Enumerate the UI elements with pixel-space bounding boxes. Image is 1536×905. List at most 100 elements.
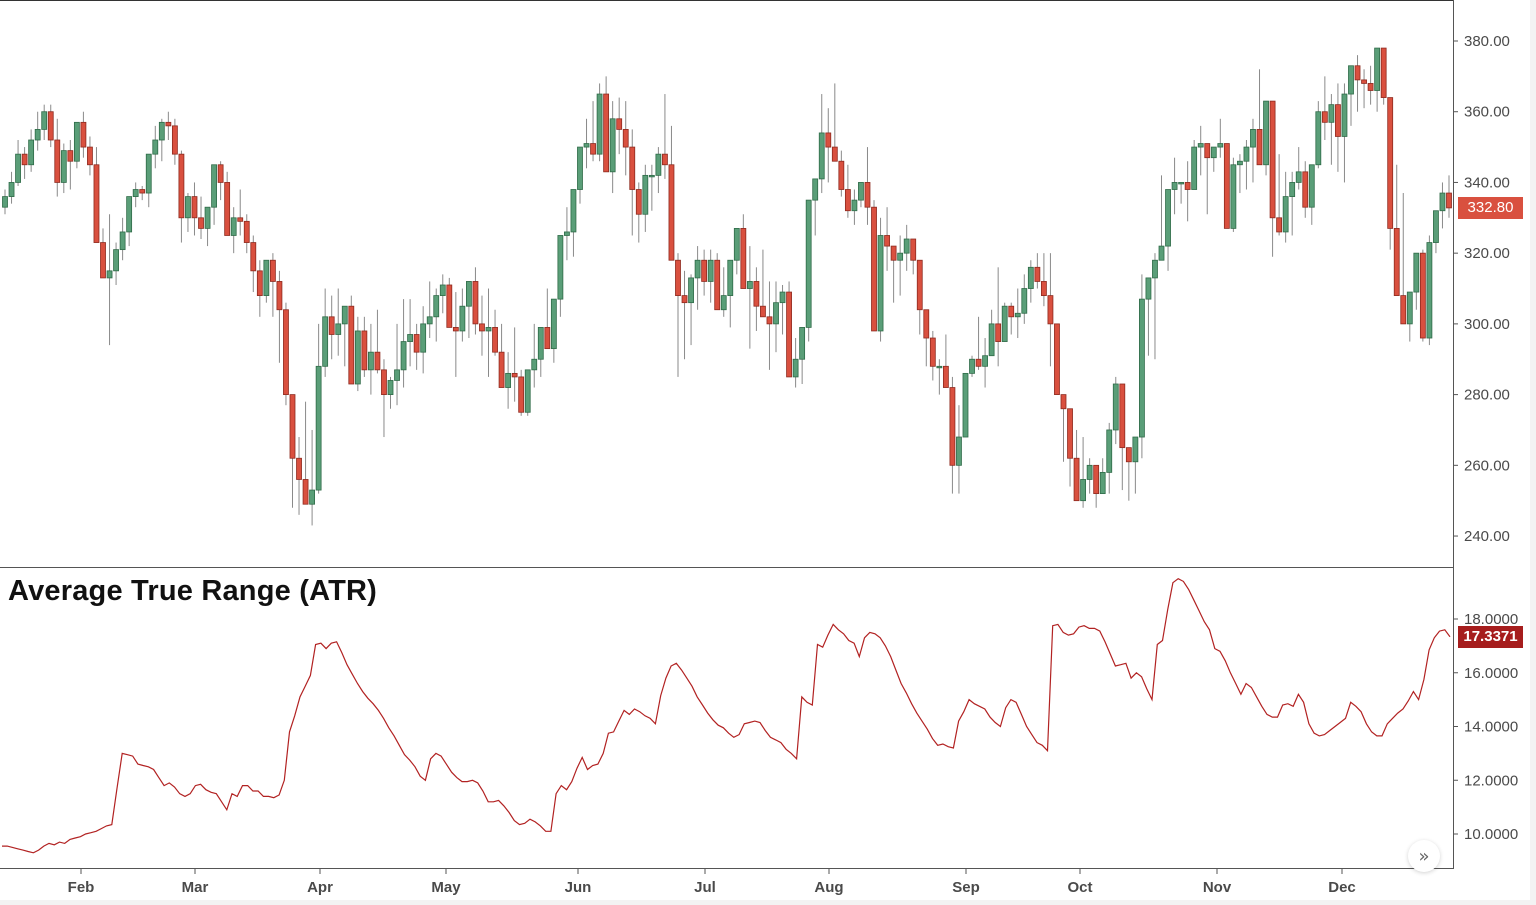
candle[interactable] (818, 132, 825, 180)
candle[interactable] (361, 330, 368, 371)
candle[interactable] (773, 302, 779, 325)
candle[interactable] (341, 305, 348, 325)
candle[interactable] (1119, 383, 1126, 449)
candle[interactable] (1263, 100, 1269, 166)
candle[interactable] (1295, 171, 1302, 183)
candle[interactable] (328, 316, 335, 335)
candle[interactable] (1204, 143, 1211, 159)
candle[interactable] (1210, 146, 1217, 159)
candle[interactable] (302, 479, 309, 505)
candle[interactable] (165, 121, 172, 127)
candle[interactable] (211, 164, 217, 208)
candle[interactable] (1269, 100, 1276, 219)
candle[interactable] (119, 231, 126, 251)
candle[interactable] (812, 178, 819, 201)
candle[interactable] (1348, 65, 1354, 95)
candle[interactable] (237, 217, 244, 222)
candle[interactable] (975, 358, 982, 367)
candle[interactable] (335, 323, 342, 335)
candle[interactable] (590, 143, 596, 155)
candle[interactable] (446, 284, 453, 328)
candle[interactable] (1413, 252, 1420, 293)
candle[interactable] (1321, 111, 1328, 123)
candle[interactable] (1419, 252, 1426, 339)
candle[interactable] (185, 196, 191, 219)
candle[interactable] (714, 259, 721, 311)
candle[interactable] (1230, 164, 1237, 229)
candle[interactable] (381, 369, 387, 395)
candle[interactable] (472, 281, 479, 325)
candle[interactable] (858, 182, 864, 201)
candle[interactable] (21, 153, 28, 166)
candle[interactable] (93, 164, 100, 243)
candle[interactable] (1315, 111, 1322, 166)
candle[interactable] (394, 369, 400, 381)
scroll-to-latest-button[interactable]: » (1408, 840, 1440, 872)
price-axis[interactable]: 380.00 360.00 340.00 320.00 300.00 280.00 260.… (1453, 33, 1510, 545)
candle[interactable] (799, 327, 806, 360)
candle[interactable] (897, 252, 904, 261)
candle[interactable] (1171, 182, 1178, 190)
candle[interactable] (1145, 277, 1152, 300)
candle[interactable] (1112, 383, 1119, 431)
candle[interactable] (884, 235, 890, 247)
candle[interactable] (439, 284, 446, 296)
candle[interactable] (746, 281, 753, 289)
candle[interactable] (995, 323, 1002, 342)
candle[interactable] (41, 111, 48, 130)
candle[interactable] (956, 436, 962, 466)
candle[interactable] (1308, 164, 1315, 208)
candle[interactable] (596, 93, 603, 155)
candle[interactable] (459, 305, 466, 332)
candle[interactable] (1093, 464, 1100, 495)
candle[interactable] (518, 376, 525, 413)
candle[interactable] (753, 281, 760, 307)
candle[interactable] (230, 217, 237, 236)
candle[interactable] (655, 153, 662, 176)
candle[interactable] (250, 242, 257, 272)
candle[interactable] (1282, 196, 1289, 233)
candle[interactable] (864, 182, 871, 208)
candle[interactable] (851, 199, 858, 212)
candle[interactable] (740, 228, 747, 289)
candle[interactable] (779, 291, 786, 304)
candle[interactable] (1184, 182, 1191, 190)
candle[interactable] (1106, 429, 1113, 473)
candle[interactable] (1367, 83, 1374, 91)
candle[interactable] (452, 327, 459, 332)
candle[interactable] (466, 281, 472, 307)
candle[interactable] (289, 394, 296, 459)
candle[interactable] (8, 182, 15, 197)
candle[interactable] (1191, 146, 1198, 190)
candle[interactable] (368, 351, 374, 371)
candle[interactable] (1380, 47, 1387, 98)
candle[interactable] (1054, 323, 1060, 396)
candle[interactable] (1073, 457, 1080, 502)
candle[interactable] (720, 295, 727, 311)
candle[interactable] (577, 146, 583, 190)
candle[interactable] (1354, 65, 1361, 81)
candle[interactable] (564, 231, 570, 236)
candle[interactable] (73, 121, 80, 162)
candle[interactable] (648, 174, 655, 178)
candle[interactable] (80, 121, 87, 148)
candle[interactable] (413, 334, 420, 353)
candle[interactable] (322, 316, 329, 367)
candle[interactable] (766, 316, 773, 325)
candle[interactable] (1040, 281, 1047, 296)
candle[interactable] (962, 372, 969, 438)
candle[interactable] (1433, 210, 1439, 243)
candle[interactable] (583, 143, 590, 148)
candle[interactable] (492, 327, 498, 353)
candle[interactable] (1047, 295, 1054, 325)
atr-axis[interactable]: 18.0000 16.0000 14.0000 12.0000 10.0000 (1453, 611, 1518, 843)
candle[interactable] (1034, 266, 1041, 282)
atr-pane[interactable] (2, 577, 1451, 854)
candle[interactable] (354, 330, 361, 385)
candle[interactable] (217, 164, 224, 183)
candle[interactable] (838, 160, 845, 190)
candle[interactable] (929, 337, 936, 367)
candle[interactable] (498, 351, 505, 388)
candle[interactable] (191, 196, 198, 219)
candle[interactable] (969, 358, 975, 374)
